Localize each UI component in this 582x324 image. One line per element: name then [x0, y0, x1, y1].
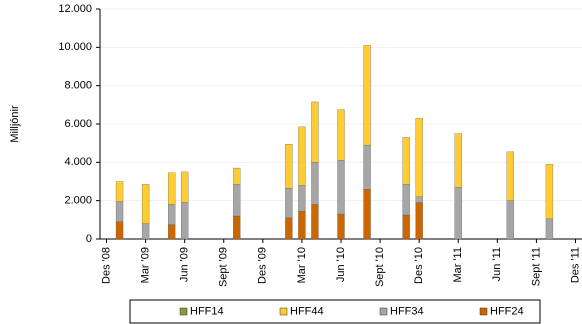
bar-segment	[415, 196, 423, 203]
bar-segment	[298, 126, 306, 186]
legend-swatch	[279, 307, 288, 316]
bar-segment	[545, 164, 554, 220]
bar-segment	[545, 218, 554, 240]
x-tick-label: Sept '10	[374, 247, 386, 287]
legend-swatch	[379, 307, 388, 316]
bar-segment	[363, 45, 371, 146]
bar-segment	[337, 160, 345, 215]
x-tick-label: Sept '09	[218, 247, 230, 287]
x-tick-label: Mar '09	[140, 247, 152, 283]
bar-segment	[337, 109, 345, 161]
bar-segment	[167, 172, 176, 205]
y-tick-label: 6.000	[64, 118, 92, 130]
bar-segment	[181, 202, 189, 240]
bar-segment	[181, 171, 189, 203]
y-tick-label: 2.000	[64, 195, 92, 207]
legend-label: HFF24	[490, 305, 524, 317]
y-tick-label: 10.000	[58, 41, 92, 53]
bar-segment	[415, 202, 423, 240]
x-tick-label: Jun '11	[491, 247, 503, 281]
bar-segment	[115, 221, 124, 240]
bar-segment	[298, 211, 306, 240]
legend-swatch	[179, 307, 188, 316]
legend-label: HFF34	[390, 305, 424, 317]
bar-segment	[167, 204, 176, 225]
x-tick-label: Des '08	[100, 247, 112, 284]
bar-segment	[115, 181, 124, 202]
bar-segment	[311, 101, 319, 163]
legend-swatch	[479, 307, 488, 316]
bar-segment	[454, 133, 462, 188]
bar-segment	[233, 215, 241, 240]
bar-segment	[285, 217, 293, 240]
x-tick-label: Sept '11	[530, 247, 542, 286]
bar-segment	[363, 144, 371, 190]
bar-segment	[402, 184, 410, 216]
bar-segment	[506, 200, 515, 240]
bar-segment	[141, 223, 150, 240]
bar-segment	[363, 189, 371, 240]
bar-segment	[402, 214, 410, 240]
y-tick-label: 4.000	[64, 156, 92, 168]
bar-segment	[285, 143, 293, 189]
bar-segment	[402, 137, 410, 185]
bar-segment	[115, 201, 124, 222]
x-tick-label: Mar '11	[452, 247, 464, 283]
legend-label: HFF14	[190, 305, 224, 317]
bar-segment	[454, 187, 462, 240]
x-tick-label: Des '10	[413, 247, 425, 284]
x-tick-label: Jun '10	[335, 247, 347, 282]
legend-label: HFF44	[290, 305, 324, 317]
x-tick-label: Des '09	[257, 247, 269, 284]
x-tick-label: Des '11	[569, 247, 581, 283]
y-tick-label: 8.000	[64, 80, 92, 92]
bar-segment	[311, 162, 319, 205]
bar-segment	[233, 184, 241, 217]
legend-box	[129, 299, 541, 324]
x-tick-label: Jun '09	[179, 247, 191, 282]
bar-segment	[285, 188, 293, 219]
y-axis-label: Milljónir	[9, 105, 21, 143]
bar-segment	[233, 167, 241, 185]
bar-segment	[311, 204, 319, 240]
bar-segment	[337, 213, 345, 240]
bar-segment	[298, 185, 306, 212]
y-tick-label: 12.000	[58, 3, 92, 15]
bar-segment	[167, 224, 176, 240]
bar-segment	[506, 151, 515, 201]
bar-segment	[141, 184, 150, 224]
bar-segment	[415, 118, 423, 197]
y-tick-label: 0	[86, 233, 92, 245]
x-tick-label: Mar '10	[296, 247, 308, 283]
